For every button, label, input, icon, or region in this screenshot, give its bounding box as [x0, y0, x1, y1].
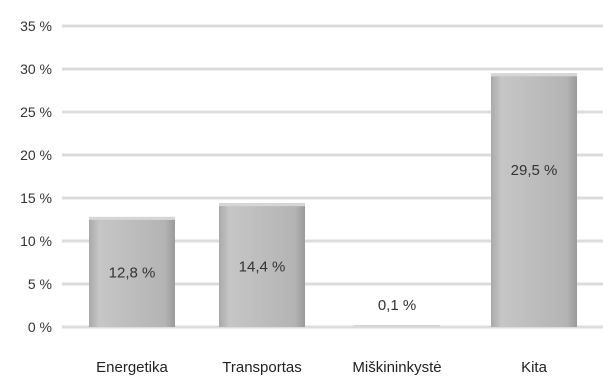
y-tick-label: 15 % — [20, 190, 52, 206]
bar-top-edge — [219, 203, 305, 207]
y-axis-ticks: 0 % 5 % 10 % 15 % 20 % 25 % 30 % 35 % — [20, 18, 52, 335]
y-tick-label: 30 % — [20, 61, 52, 77]
bar-top-edge — [89, 216, 175, 220]
bar — [219, 203, 305, 327]
data-label: 12,8 % — [109, 264, 156, 281]
bars — [89, 73, 577, 327]
category-label: Miškininkystė — [352, 359, 441, 376]
data-label: 29,5 % — [511, 162, 558, 179]
data-label: 0,1 % — [378, 297, 416, 314]
category-label: Kita — [521, 359, 548, 376]
y-tick-label: 10 % — [20, 233, 52, 249]
y-tick-label: 5 % — [28, 276, 52, 292]
bar — [491, 73, 577, 327]
x-axis-categories: Energetika Transportas Miškininkystė Kita — [96, 359, 547, 376]
category-label: Energetika — [96, 359, 168, 376]
bar-group — [354, 325, 440, 327]
y-tick-label: 20 % — [20, 147, 52, 163]
data-label: 14,4 % — [239, 258, 286, 275]
y-tick-label: 0 % — [28, 319, 52, 335]
data-labels: 12,8 % 14,4 % 0,1 % 29,5 % — [109, 162, 558, 314]
y-tick-label: 25 % — [20, 104, 52, 120]
category-label: Transportas — [222, 359, 301, 376]
bar-group — [491, 73, 577, 327]
bar-group — [89, 216, 175, 327]
bar-group — [219, 203, 305, 327]
bar — [89, 216, 175, 327]
bar-top-edge — [491, 73, 577, 77]
y-tick-label: 35 % — [20, 18, 52, 34]
bar-top-edge — [354, 325, 440, 327]
